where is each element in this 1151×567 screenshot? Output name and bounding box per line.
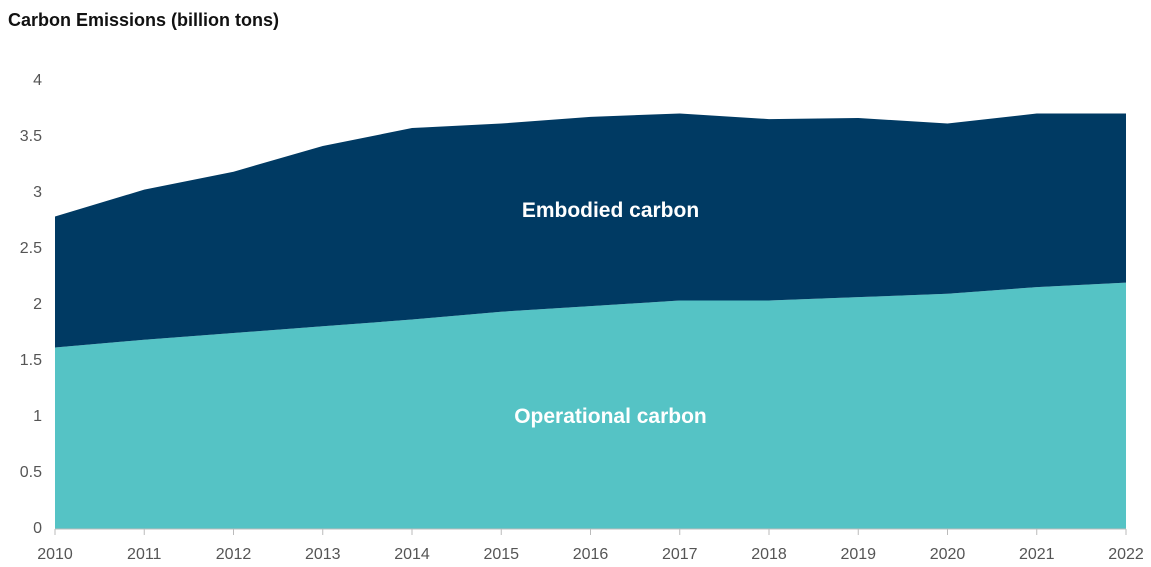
- x-tick-label: 2022: [1108, 546, 1144, 563]
- x-tick-label: 2010: [37, 546, 73, 563]
- y-tick-label: 1: [33, 408, 42, 425]
- x-tick-label: 2019: [840, 546, 876, 563]
- x-tick-label: 2013: [305, 546, 341, 563]
- x-tick-label: 2017: [662, 546, 698, 563]
- x-tick-label: 2012: [216, 546, 252, 563]
- series-label: Embodied carbon: [522, 199, 699, 222]
- y-tick-label: 0: [33, 520, 42, 537]
- y-tick-label: 0.5: [20, 464, 42, 481]
- x-tick-label: 2016: [573, 546, 609, 563]
- chart-title: Carbon Emissions (billion tons): [8, 10, 279, 30]
- y-tick-label: 2.5: [20, 240, 42, 257]
- x-tick-label: 2018: [751, 546, 787, 563]
- series-label: Operational carbon: [514, 405, 707, 428]
- y-tick-label: 1.5: [20, 352, 42, 369]
- y-tick-label: 3.5: [20, 128, 42, 145]
- x-tick-label: 2014: [394, 546, 430, 563]
- area: [55, 282, 1126, 529]
- y-tick-label: 3: [33, 184, 42, 201]
- x-tick-label: 2015: [483, 546, 519, 563]
- area: [55, 113, 1126, 348]
- y-tick-label: 4: [33, 72, 42, 89]
- y-tick-label: 2: [33, 296, 42, 313]
- x-tick-label: 2011: [127, 546, 162, 563]
- x-tick-label: 2021: [1019, 546, 1055, 563]
- x-tick-label: 2020: [930, 546, 966, 563]
